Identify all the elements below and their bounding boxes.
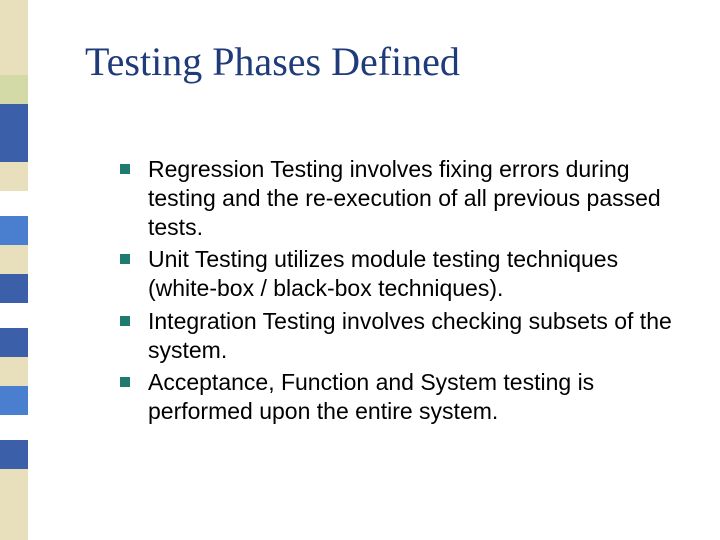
sidebar-block <box>0 216 28 245</box>
sidebar-block <box>0 245 28 274</box>
sidebar-block <box>0 75 28 104</box>
bullet-text: Unit Testing utilizes module testing tec… <box>148 246 618 301</box>
sidebar-block <box>0 191 28 216</box>
slide-content: Regression Testing involves fixing error… <box>120 155 680 430</box>
sidebar-block <box>0 328 28 357</box>
sidebar-block <box>0 274 28 303</box>
bullet-icon <box>120 316 130 326</box>
bullet-text: Regression Testing involves fixing error… <box>148 156 661 240</box>
list-item: Integration Testing involves checking su… <box>120 307 680 365</box>
sidebar-block <box>0 415 28 440</box>
sidebar-block <box>0 46 28 75</box>
bullet-text: Integration Testing involves checking su… <box>148 308 672 363</box>
list-item: Acceptance, Function and System testing … <box>120 368 680 426</box>
sidebar-block <box>0 498 28 527</box>
list-item: Regression Testing involves fixing error… <box>120 155 680 241</box>
bullet-icon <box>120 164 130 174</box>
sidebar-block <box>0 469 28 498</box>
sidebar-block <box>0 303 28 328</box>
sidebar-block <box>0 133 28 162</box>
sidebar-block <box>0 104 28 133</box>
bullet-icon <box>120 254 130 264</box>
sidebar-block <box>0 357 28 386</box>
sidebar-block <box>0 440 28 469</box>
slide-title: Testing Phases Defined <box>85 38 460 85</box>
bullet-icon <box>120 377 130 387</box>
sidebar-block <box>0 162 28 191</box>
sidebar-block <box>0 386 28 415</box>
decorative-sidebar <box>0 0 28 540</box>
sidebar-block <box>0 526 28 540</box>
list-item: Unit Testing utilizes module testing tec… <box>120 245 680 303</box>
sidebar-block <box>0 0 28 46</box>
bullet-text: Acceptance, Function and System testing … <box>148 369 594 424</box>
